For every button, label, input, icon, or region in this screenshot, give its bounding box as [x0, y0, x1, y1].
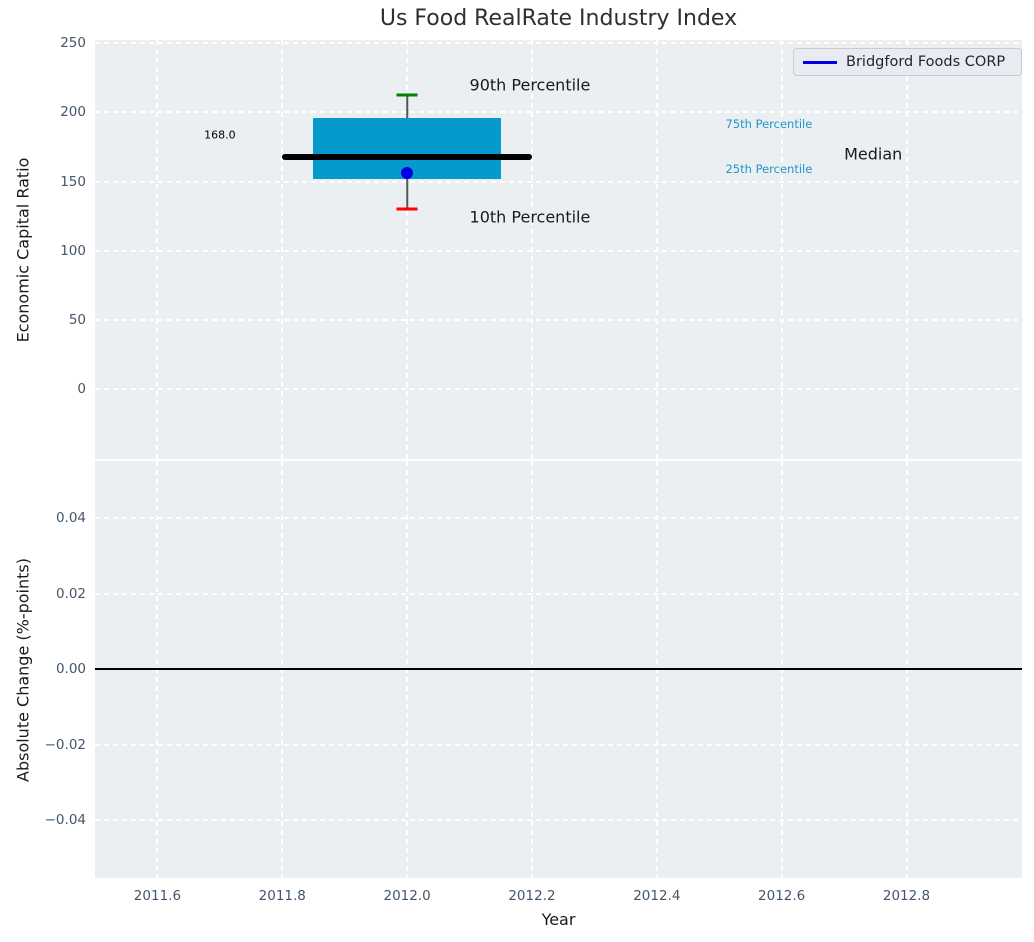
- x-tick-label: 2012.0: [383, 888, 431, 904]
- x-tick-label: 2012.8: [882, 888, 931, 904]
- horizontal-gridline: [95, 517, 1022, 520]
- legend-line-sample: [803, 60, 837, 64]
- whisker-cap-10th: [396, 207, 418, 211]
- y-tick-label: 100: [60, 242, 86, 259]
- y-tick-label: −0.02: [44, 736, 86, 753]
- horizontal-gridline: [95, 180, 1022, 183]
- y-tick-label: 0.02: [55, 585, 86, 602]
- x-tick-label: 2012.4: [633, 888, 681, 904]
- annotation-25th-percentile: 25th Percentile: [725, 162, 813, 177]
- vertical-gridline: [281, 40, 284, 459]
- chart-title: Us Food RealRate Industry Index: [379, 6, 738, 31]
- y-tick-label: 200: [60, 104, 86, 121]
- company-value-marker: [401, 167, 414, 180]
- legend: Bridgford Foods CORP: [793, 48, 1022, 76]
- y-tick-label: 0.04: [55, 510, 86, 527]
- median-line: [282, 153, 532, 160]
- top-plot-area: 90th Percentile 10th Percentile 168.0 75th …: [95, 40, 1022, 459]
- y-tick-label: 0.00: [55, 661, 86, 678]
- annotation-10th-percentile: 10th Percentile: [469, 207, 591, 227]
- vertical-gridline: [406, 40, 409, 459]
- y-tick-label: 50: [68, 311, 86, 328]
- x-axis-label: Year: [541, 910, 576, 929]
- legend-label: Bridgford Foods CORP: [846, 54, 1006, 70]
- horizontal-gridline: [95, 249, 1022, 252]
- x-tick-label: 2012.2: [508, 888, 556, 904]
- horizontal-gridline: [95, 387, 1022, 390]
- horizontal-gridline: [95, 42, 1022, 45]
- vertical-gridline: [780, 40, 783, 459]
- vertical-gridline: [655, 40, 658, 459]
- annotation-75th-percentile: 75th Percentile: [725, 116, 813, 131]
- horizontal-gridline: [95, 819, 1022, 822]
- horizontal-gridline: [95, 743, 1022, 746]
- x-tick-label: 2011.8: [258, 888, 306, 904]
- bottom-plot-area: [95, 461, 1022, 878]
- x-tick-label: 2011.6: [133, 888, 182, 904]
- whisker-cap-90th: [396, 93, 418, 97]
- y-tick-label: −0.04: [44, 812, 86, 829]
- annotation-90th-percentile: 90th Percentile: [469, 75, 591, 95]
- y-tick-label: 250: [60, 35, 86, 52]
- vertical-gridline: [530, 40, 533, 459]
- zero-baseline: [95, 668, 1022, 671]
- horizontal-gridline: [95, 592, 1022, 595]
- vertical-gridline: [905, 40, 908, 459]
- x-tick-label: 2012.6: [758, 888, 806, 904]
- y-tick-label: 150: [60, 173, 86, 190]
- horizontal-gridline: [95, 318, 1022, 321]
- vertical-gridline: [156, 40, 159, 459]
- annotation-168-0: 168.0: [204, 128, 236, 142]
- annotation-median: Median: [844, 144, 903, 164]
- horizontal-gridline: [95, 111, 1022, 114]
- y-tick-label: 0: [77, 380, 86, 397]
